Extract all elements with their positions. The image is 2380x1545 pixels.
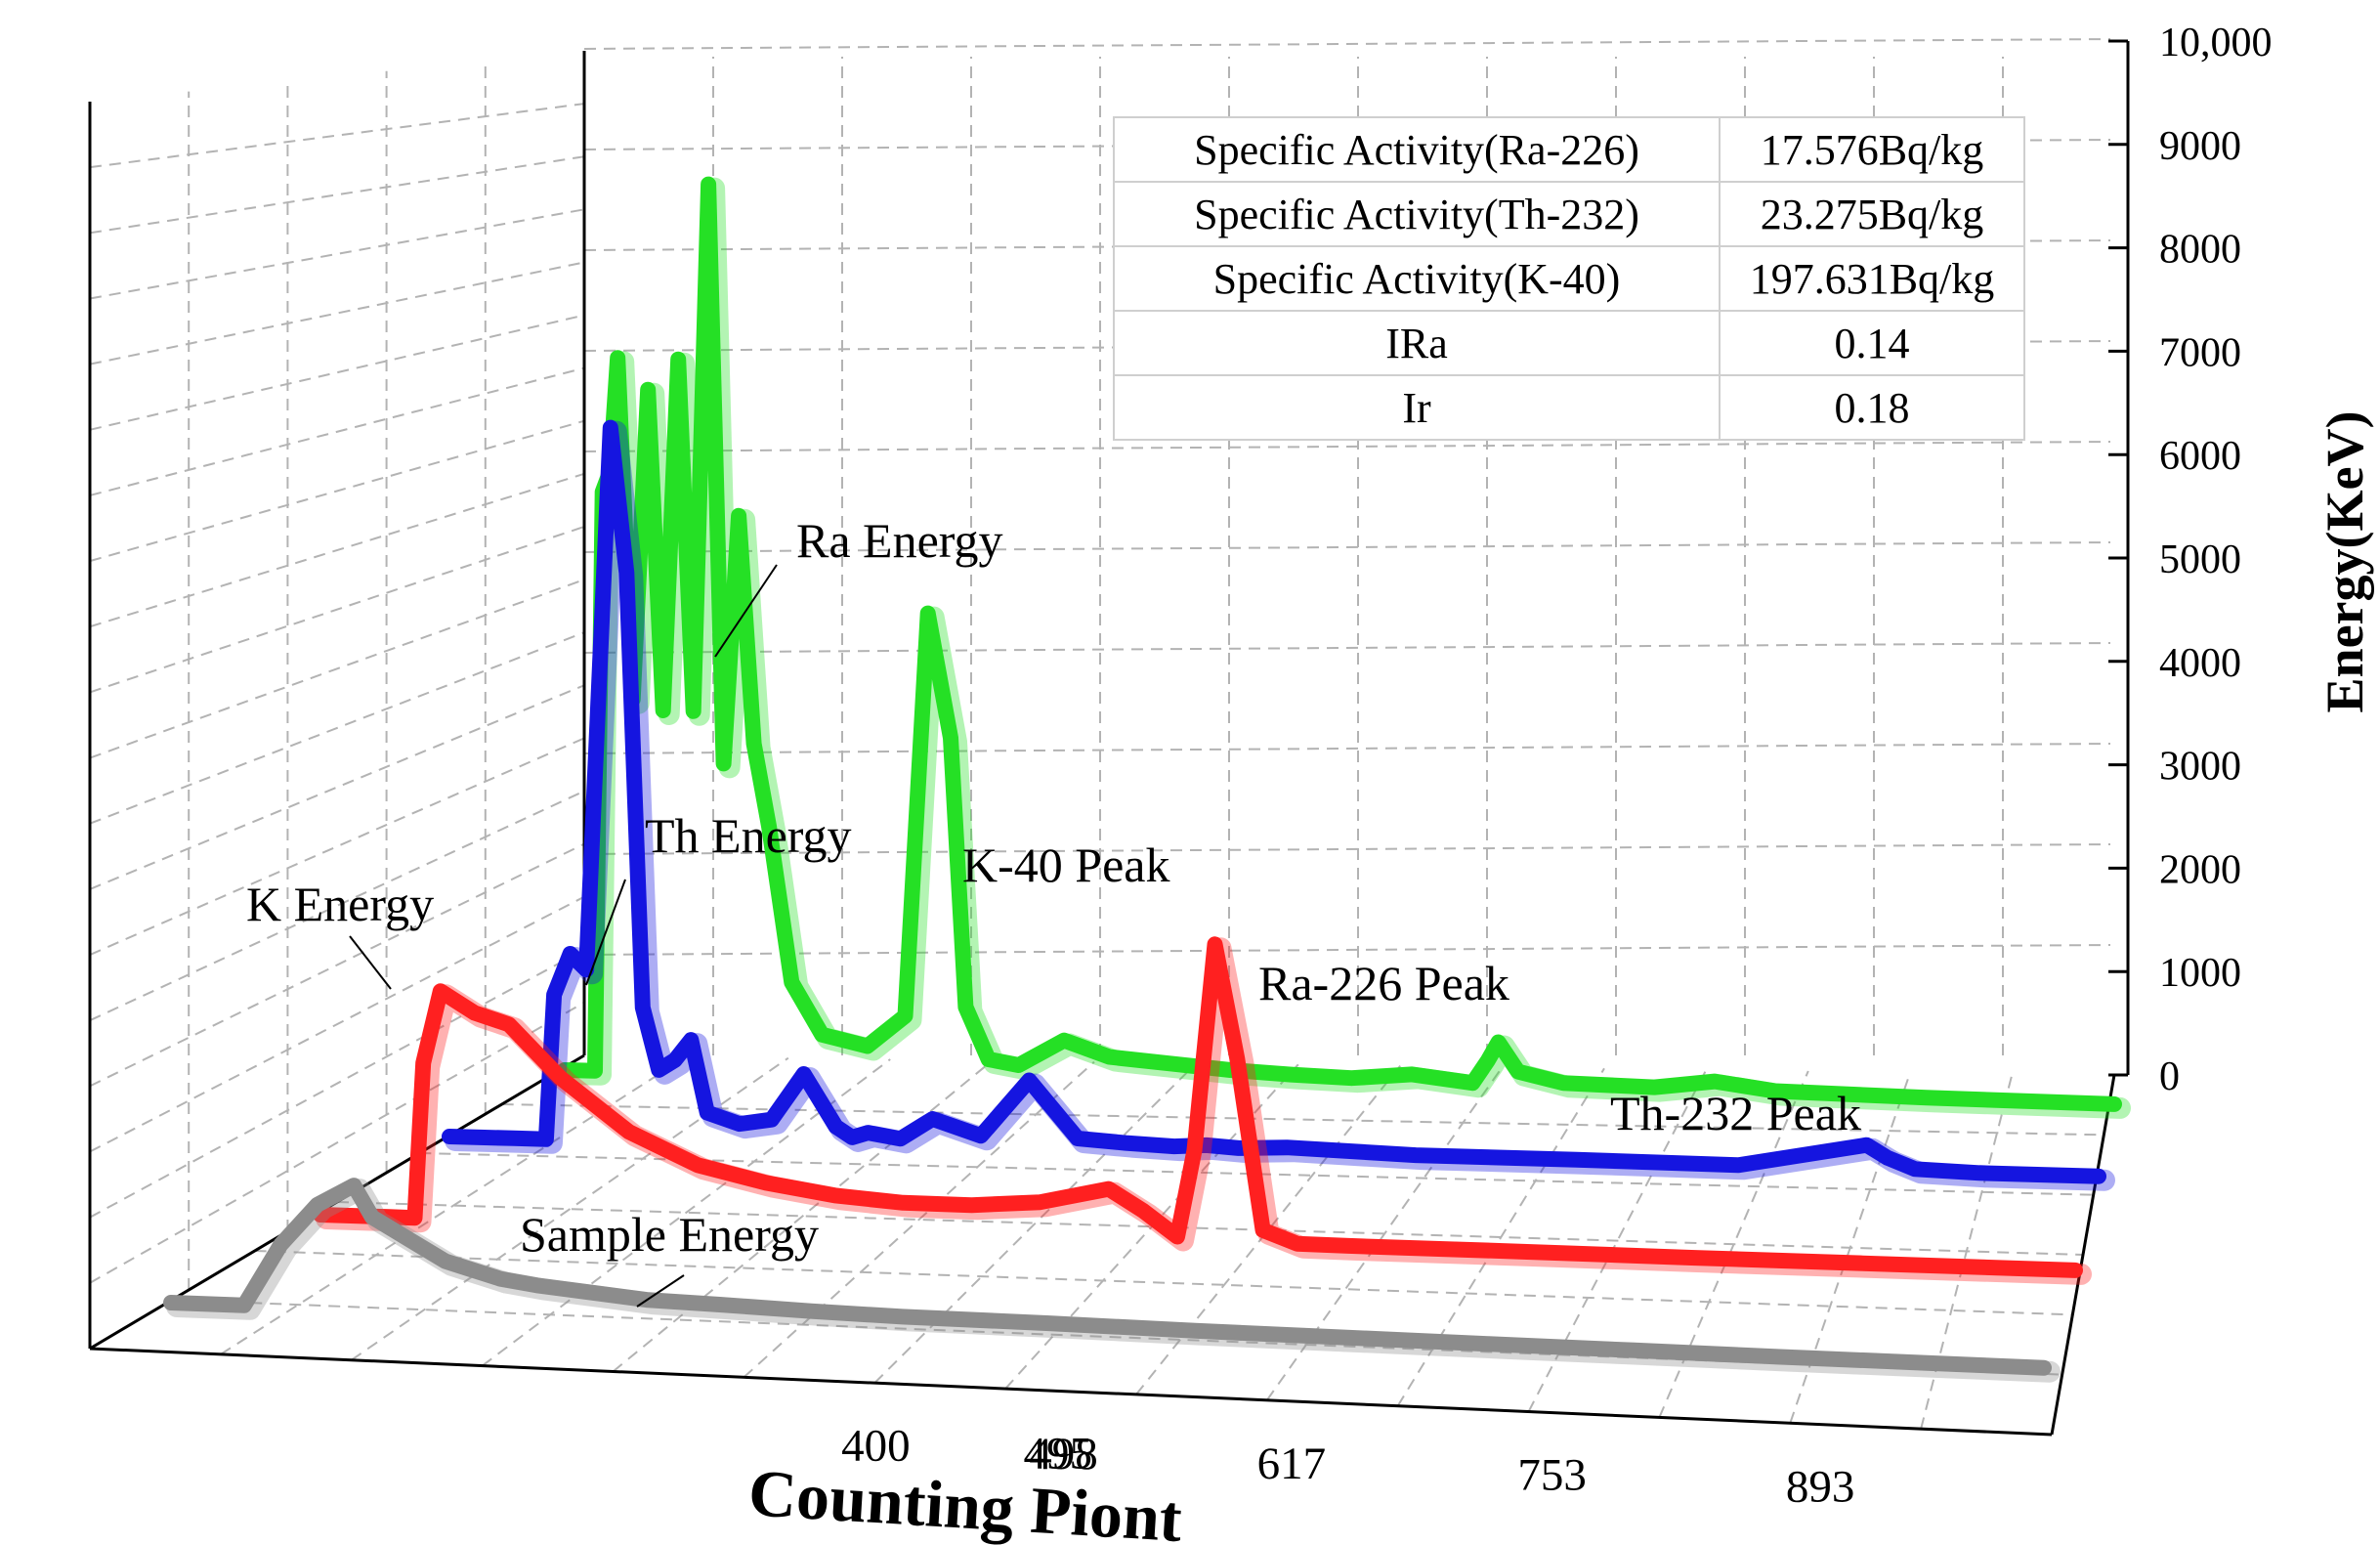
leftwall-hgrid xyxy=(89,261,585,365)
stats-label-cell: Specific Activity(K-40) xyxy=(1113,245,1721,312)
y-tick-label: 7000 xyxy=(2159,330,2241,375)
leftwall-hgrid xyxy=(89,631,585,825)
leftwall-hgrid xyxy=(89,948,585,1219)
series-ra-energy xyxy=(557,176,2122,1112)
stats-row: IRa 0.14 xyxy=(1113,310,2025,376)
y-tick-label: 4000 xyxy=(2159,641,2241,686)
floor-width-grid xyxy=(254,1250,2073,1316)
backwall-hgrid xyxy=(583,743,2111,754)
leftwall-hgrid xyxy=(89,895,585,1153)
leftwall-hgrid xyxy=(89,579,585,759)
series-sample-energy xyxy=(163,1178,2052,1376)
series-k-energy xyxy=(313,936,2083,1278)
leftwall-hgrid xyxy=(89,103,585,169)
stats-row: Ir 0.18 xyxy=(1113,374,2025,441)
series-th-energy xyxy=(442,419,2106,1184)
y-axis-title: Energy(KeV) xyxy=(2316,411,2374,713)
leftwall-hgrid xyxy=(89,684,585,890)
y-tick-label: 10,000 xyxy=(2159,21,2273,65)
leftwall-hgrid xyxy=(89,472,585,628)
leftwall-hgrid xyxy=(89,737,585,956)
stats-table-body: Specific Activity(Ra-226) 17.576Bq/kg Spec… xyxy=(1113,116,2025,441)
stats-row: Specific Activity(Ra-226) 17.576Bq/kg xyxy=(1113,116,2025,183)
stats-value-cell: 0.18 xyxy=(1719,374,2025,441)
y-tick-label: 3000 xyxy=(2159,745,2241,790)
leftwall-hgrid xyxy=(89,790,585,1022)
grid-layer xyxy=(89,38,2111,1430)
y-tick-label: 0 xyxy=(2159,1054,2180,1099)
stats-label-cell: Specific Activity(Ra-226) xyxy=(1113,116,1721,183)
leftwall-hgrid xyxy=(89,366,585,496)
stats-label-cell: IRa xyxy=(1113,310,1721,376)
floor-width-grid xyxy=(501,1103,2104,1137)
label-th232-peak: Th-232 Peak xyxy=(1610,1086,1861,1140)
stats-value-cell: 197.631Bq/kg xyxy=(1719,245,2025,312)
floor-depth-grid xyxy=(612,1059,994,1373)
leader-sample-energy xyxy=(636,1274,685,1308)
y-tick-label: 9000 xyxy=(2159,124,2241,169)
x-tick-label: 498 xyxy=(1029,1429,1098,1480)
x-tick-label: 400 xyxy=(841,1420,911,1471)
backwall-hgrid xyxy=(583,441,2111,452)
x-axis-title: Counting Piont xyxy=(746,1455,1184,1545)
x-tick-label: 495 xyxy=(1023,1429,1092,1480)
leader-k-energy xyxy=(349,935,392,990)
label-k-energy: K Energy xyxy=(246,877,434,931)
floor-width-grid xyxy=(336,1201,2084,1256)
floor-depth-grid xyxy=(351,1056,789,1361)
stats-value-cell: 17.576Bq/kg xyxy=(1719,116,2025,183)
floor-depth-grid xyxy=(1135,1065,1401,1395)
floor-depth-grid xyxy=(873,1062,1198,1384)
series-layer xyxy=(163,176,2131,1383)
base-front-edge xyxy=(89,1347,2053,1437)
stats-row: Specific Activity(K-40) 197.631Bq/kg xyxy=(1113,245,2025,312)
label-k40-peak: K-40 Peak xyxy=(962,837,1169,892)
leader-ra-energy xyxy=(714,564,778,658)
floor-width-grid xyxy=(172,1299,2062,1376)
stats-row: Specific Activity(Th-232) 23.275Bq/kg xyxy=(1113,181,2025,247)
leader-th-energy xyxy=(585,879,626,986)
stats-value-cell: 23.275Bq/kg xyxy=(1719,181,2025,247)
leftwall-hgrid xyxy=(89,419,585,563)
base-right-edge xyxy=(2050,1074,2116,1436)
leftwall-hgrid xyxy=(89,155,585,235)
y-tick-label: 6000 xyxy=(2159,434,2241,479)
backwall-hgrid xyxy=(583,541,2111,553)
series-sample-energy-shadow xyxy=(166,1179,2061,1383)
stats-label-cell: Ir xyxy=(1113,374,1721,441)
stats-label-cell: Specific Activity(Th-232) xyxy=(1113,181,1721,247)
leftwall-hgrid xyxy=(89,842,585,1088)
label-sample-energy: Sample Energy xyxy=(520,1207,819,1262)
stats-table: Specific Activity(Ra-226) 17.576Bq/kg Spec… xyxy=(1113,116,2025,441)
leftwall-hgrid xyxy=(89,1002,585,1284)
annotation-layer: Ra Energy Th Energy K Energy Sample Ener… xyxy=(246,513,1861,1262)
leftwall-hgrid xyxy=(89,314,585,431)
y-tick-label: 5000 xyxy=(2159,537,2241,582)
backwall-hgrid xyxy=(583,843,2111,855)
backwall-hgrid xyxy=(583,642,2111,654)
x-tick-label: 753 xyxy=(1517,1450,1587,1501)
y-tick-label: 1000 xyxy=(2159,951,2241,996)
x-tick-label: 893 xyxy=(1786,1462,1855,1513)
leader-layer xyxy=(349,564,778,1308)
backwall-hgrid xyxy=(583,38,2111,50)
y-tick-label: 8000 xyxy=(2159,228,2241,273)
stats-value-cell: 0.14 xyxy=(1719,310,2025,376)
y-ticks-layer: 0 1000 2000 3000 4000 5000 6000 7000 8000 9000 10,… xyxy=(2108,21,2273,1099)
y-tick-label: 2000 xyxy=(2159,847,2241,892)
label-ra226-peak: Ra-226 Peak xyxy=(1258,956,1509,1010)
backwall-hgrid xyxy=(583,944,2111,956)
label-ra-energy: Ra Energy xyxy=(796,513,1003,568)
leftwall-hgrid xyxy=(89,525,585,694)
label-th-energy: Th Energy xyxy=(645,808,852,863)
leftwall-hgrid xyxy=(89,208,585,300)
x-tick-label: 617 xyxy=(1257,1438,1327,1489)
